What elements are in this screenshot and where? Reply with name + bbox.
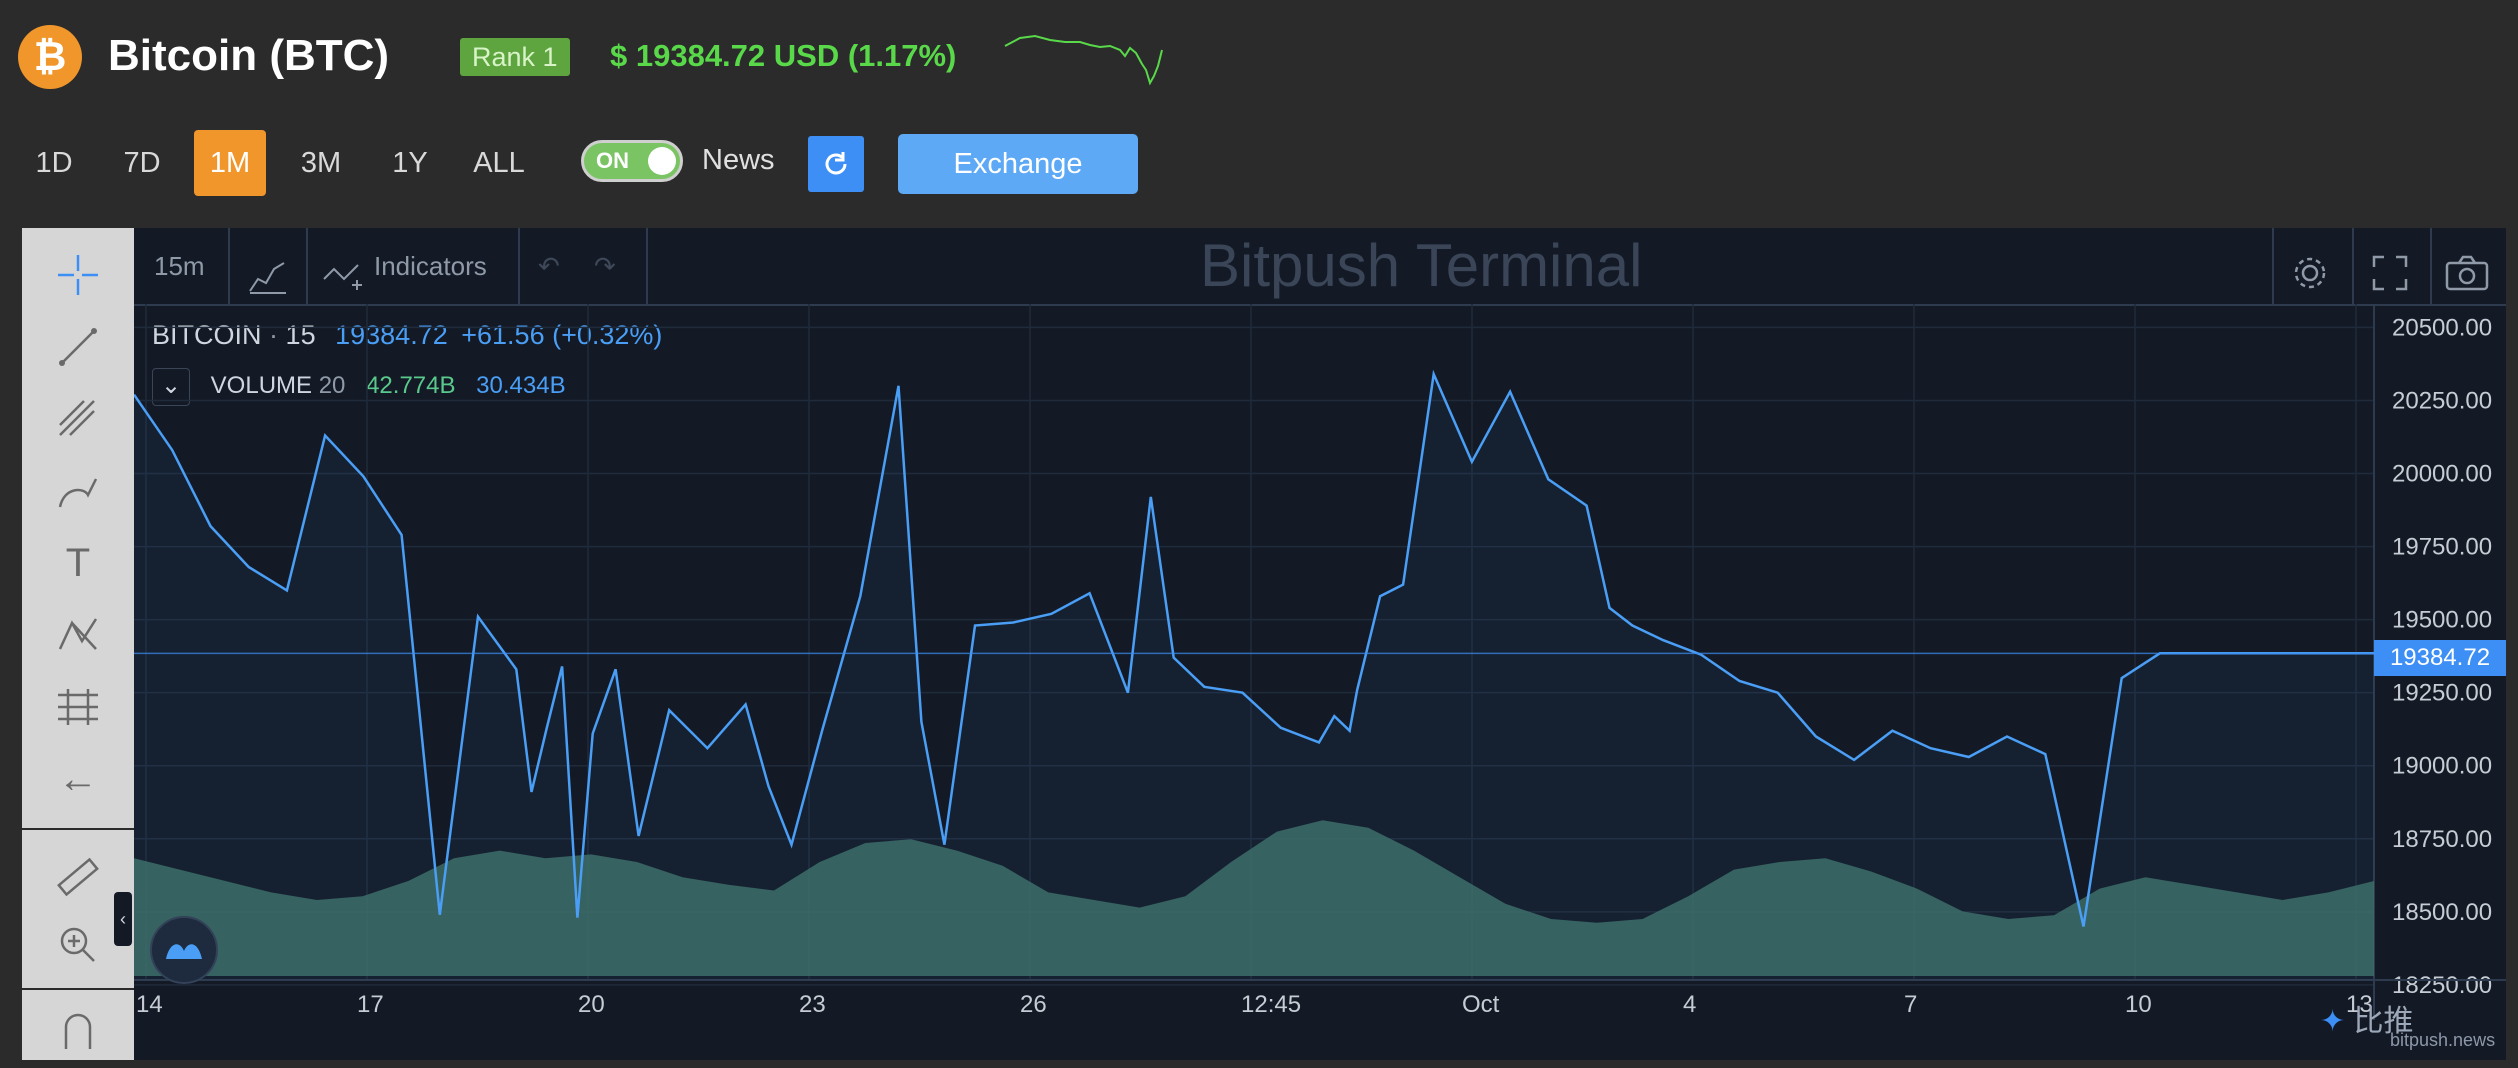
x-tick-label: 10 (2125, 991, 2152, 1018)
toggle-knob (648, 147, 676, 175)
legend-price: 19384.72 (335, 320, 448, 350)
price-summary: $ 19384.72 USD (1.17%) (610, 38, 957, 73)
y-tick-label: 19750.00 (2392, 534, 2492, 561)
x-tick-label: 12:45 (1241, 991, 1301, 1018)
y-tick-label: 18250.00 (2392, 972, 2492, 999)
x-tick-label: 7 (1904, 991, 1917, 1018)
text-tool-icon[interactable]: T (65, 540, 91, 585)
chart-type-icon[interactable] (248, 248, 288, 294)
measure-fib-icon[interactable] (48, 682, 108, 732)
x-tick-label: 23 (799, 991, 826, 1018)
y-tick-label: 20000.00 (2392, 461, 2492, 488)
x-tick-label: 13 (2346, 991, 2373, 1018)
x-tick-label: 20 (578, 991, 605, 1018)
bitpush-site: bitpush.news (2390, 1030, 2496, 1050)
volume-area (134, 820, 2374, 976)
sparkline (1004, 34, 1163, 86)
ruler-icon[interactable] (48, 852, 108, 902)
range-7d-button[interactable]: 7D (123, 147, 161, 179)
y-tick-label: 19000.00 (2392, 753, 2492, 780)
price-chart[interactable]: 20500.00 20250.00 20000.00 19750.00 19500.00… (134, 304, 2506, 1020)
chart-top-toolbar: 15m Indicators ↶ ↷ (134, 228, 2506, 306)
chart-watermark: Bitpush Terminal (1200, 232, 1643, 299)
y-tick-label: 20500.00 (2392, 314, 2492, 341)
y-tick-label: 20250.00 (2392, 387, 2492, 414)
x-tick-label: 14 (136, 991, 163, 1018)
pitchfork-icon[interactable] (48, 394, 108, 444)
range-all-button[interactable]: ALL (473, 147, 525, 179)
range-1y-button[interactable]: 1Y (392, 147, 428, 179)
legend-interval: 15 (285, 320, 316, 350)
current-price-tag: 19384.72 (2374, 640, 2506, 676)
volume-value-1: 42.774B (366, 372, 456, 399)
exchange-button[interactable]: Exchange (898, 134, 1138, 194)
x-tick-label: 26 (1020, 991, 1047, 1018)
crosshair-icon[interactable] (48, 250, 108, 300)
range-1d-button[interactable]: 1D (35, 147, 73, 179)
volume-label: VOLUME (210, 372, 313, 399)
y-tick-label: 19500.00 (2392, 607, 2492, 634)
refresh-icon (825, 152, 847, 175)
y-tick-label: 19250.00 (2392, 680, 2492, 707)
zoom-icon[interactable] (48, 920, 108, 970)
toggle-on-label: ON (596, 148, 629, 173)
symbol-legend: BITCOIN · 15 19384.72 +61.56 (+0.32%) (152, 320, 662, 351)
volume-period: 20 (318, 372, 346, 399)
refresh-button[interactable] (808, 136, 864, 192)
y-tick-label: 18500.00 (2392, 899, 2492, 926)
bitcoin-logo-icon: ₿ (18, 25, 82, 89)
legend-symbol: BITCOIN (152, 320, 262, 350)
range-3m-button[interactable]: 3M (300, 147, 342, 179)
price-line (134, 369, 2374, 927)
legend-dot: · (269, 320, 279, 350)
news-label: News (702, 144, 775, 176)
indicators-button[interactable]: Indicators (374, 251, 487, 281)
bitpush-name: 比推 (2353, 1005, 2414, 1038)
tradingview-logo-icon[interactable] (150, 916, 218, 984)
legend-collapse-chevron-icon[interactable]: ⌄ (152, 368, 190, 406)
settings-gear-icon[interactable] (2290, 246, 2330, 289)
bitpush-brand: ✦ 比推 (2320, 996, 2413, 1040)
legend-change: +61.56 (+0.32%) (461, 320, 663, 350)
collapse-toolbar-button[interactable]: ‹ (114, 892, 132, 946)
rank-badge: Rank 1 (460, 38, 570, 76)
trendline-icon[interactable] (48, 322, 108, 372)
indicators-icon[interactable] (322, 248, 362, 290)
camera-icon[interactable] (2444, 246, 2490, 291)
y-tick-label: 18750.00 (2392, 826, 2492, 853)
x-tick-label: 4 (1683, 991, 1696, 1018)
volume-legend: ⌄ VOLUME 20 42.774B 30.434B (152, 368, 566, 406)
coin-title: Bitcoin (BTC) (108, 31, 390, 80)
bitpush-bird-icon: ✦ (2320, 1005, 2346, 1038)
price-area-fill (134, 374, 2374, 981)
fullscreen-icon[interactable] (2370, 246, 2410, 291)
interval-selector[interactable]: 15m (154, 251, 205, 281)
range-1m-button[interactable]: 1M (194, 130, 266, 196)
x-tick-label: Oct (1462, 991, 1500, 1018)
pattern-icon[interactable] (48, 610, 108, 660)
volume-value-2: 30.434B (476, 372, 566, 399)
x-tick-label: 17 (357, 991, 384, 1018)
back-arrow-icon[interactable]: ← (58, 756, 98, 801)
magnet-icon[interactable] (48, 1004, 108, 1054)
undo-icon[interactable]: ↶ (538, 251, 560, 281)
news-toggle[interactable]: ON (581, 140, 683, 182)
brush-icon[interactable] (48, 466, 108, 516)
redo-icon[interactable]: ↷ (594, 251, 616, 281)
